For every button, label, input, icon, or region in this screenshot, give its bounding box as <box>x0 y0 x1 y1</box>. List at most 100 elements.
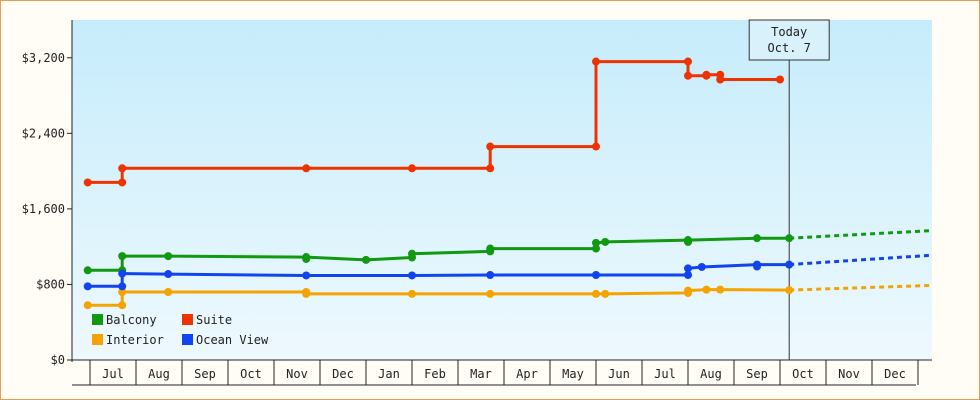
forecast-line-ocean-view <box>789 253 933 267</box>
data-point-interior <box>702 285 711 294</box>
series-balcony <box>83 229 933 275</box>
data-point-suite <box>486 142 495 151</box>
x-tick-label: Feb <box>424 367 446 381</box>
data-point-ocean-view <box>684 264 692 273</box>
data-point-suite <box>302 164 311 173</box>
series-line-balcony <box>87 236 790 272</box>
x-tick-label: Jun <box>608 367 630 381</box>
data-point-suite <box>83 178 92 187</box>
series-suite <box>83 57 784 187</box>
x-tick-label: Oct <box>792 367 814 381</box>
data-point-ocean-view <box>164 270 173 279</box>
data-point-suite <box>118 178 127 187</box>
data-point-interior <box>164 288 173 296</box>
y-tick-label: $800 <box>36 277 65 291</box>
data-point-suite <box>408 164 416 173</box>
legend-label-ocean-view: Ocean View <box>196 333 269 347</box>
legend-swatch-interior <box>92 334 103 345</box>
x-tick-label: Oct <box>240 367 262 381</box>
legend-swatch-ocean-view <box>182 334 193 345</box>
data-point-ocean-view <box>785 260 794 269</box>
x-tick-label: Sep <box>194 367 216 381</box>
data-point-balcony <box>118 252 127 261</box>
series-line-suite <box>87 60 780 184</box>
y-axis: $0 $800 $1,600 $2,400 $3,200 <box>22 20 73 367</box>
x-tick-label: Aug <box>700 367 722 381</box>
x-tick-label: Apr <box>516 367 538 381</box>
x-tick-label: Nov <box>838 367 860 381</box>
data-point-balcony <box>592 244 600 253</box>
legend-swatch-suite <box>182 314 193 325</box>
x-tick-label: Jan <box>378 367 400 381</box>
data-point-suite <box>592 142 600 151</box>
x-tick-label: Jul <box>654 367 676 381</box>
data-point-ocean-view <box>684 271 692 279</box>
data-point-interior <box>83 301 92 310</box>
today-date: Oct. 7 <box>768 41 811 55</box>
legend-swatch-balcony <box>92 314 103 325</box>
data-point-interior <box>684 286 692 295</box>
data-point-interior <box>592 289 600 298</box>
data-point-interior <box>716 285 725 294</box>
y-tick-label: $0 <box>51 353 65 367</box>
data-point-balcony <box>592 238 600 247</box>
data-point-interior <box>601 289 610 298</box>
data-point-balcony <box>684 237 692 246</box>
data-point-balcony <box>785 234 794 243</box>
legend-label-balcony: Balcony <box>106 313 157 327</box>
x-tick-label: Mar <box>470 367 492 381</box>
data-point-suite <box>486 164 495 173</box>
data-point-balcony <box>302 254 311 263</box>
forecast-line-interior <box>789 283 933 292</box>
data-point-ocean-view <box>302 271 311 280</box>
data-point-balcony <box>83 266 92 275</box>
x-tick-label: Dec <box>332 367 354 381</box>
y-tick-label: $3,200 <box>22 51 65 65</box>
data-point-balcony <box>753 234 761 243</box>
legend-label-suite: Suite <box>196 313 232 327</box>
data-point-balcony <box>486 244 495 253</box>
y-tick-label: $1,600 <box>22 202 65 216</box>
data-point-ocean-view <box>753 262 761 271</box>
today-label: Today <box>771 25 807 39</box>
x-tick-label: Sep <box>746 367 768 381</box>
data-point-interior <box>408 289 416 298</box>
x-tick-label: Jul <box>102 367 124 381</box>
data-point-ocean-view <box>592 271 600 279</box>
data-point-balcony <box>601 237 610 246</box>
y-tick-label: $2,400 <box>22 126 65 140</box>
data-point-suite <box>592 57 600 66</box>
x-tick-label: May <box>562 367 584 381</box>
data-point-suite <box>716 75 725 84</box>
data-point-suite <box>702 70 711 79</box>
data-point-ocean-view <box>486 271 495 279</box>
data-point-interior <box>118 301 127 310</box>
data-point-ocean-view <box>118 269 127 278</box>
series-interior <box>83 283 933 310</box>
data-point-interior <box>785 286 794 295</box>
plot-area <box>72 20 932 360</box>
x-tick-label: Aug <box>148 367 170 381</box>
data-point-ocean-view <box>118 282 127 291</box>
data-point-balcony <box>362 255 370 264</box>
data-point-interior <box>118 288 127 296</box>
legend: Balcony Suite Interior Ocean View <box>92 313 269 347</box>
data-point-ocean-view <box>697 262 706 271</box>
legend-label-interior: Interior <box>106 333 164 347</box>
data-point-suite <box>776 75 784 84</box>
forecast-line-balcony <box>789 229 933 240</box>
today-marker: Today Oct. 7 <box>748 19 830 360</box>
today-box <box>748 19 830 61</box>
data-point-interior <box>302 289 311 298</box>
series-layer <box>83 57 933 310</box>
data-point-ocean-view <box>408 271 416 280</box>
data-point-suite <box>684 57 692 66</box>
data-point-suite <box>684 71 692 80</box>
data-point-ocean-view <box>83 282 92 291</box>
x-tick-label: Nov <box>286 367 308 381</box>
data-point-suite <box>118 164 127 173</box>
data-point-interior <box>486 289 495 298</box>
x-tick-label: Dec <box>884 367 906 381</box>
series-ocean-view <box>83 253 933 291</box>
